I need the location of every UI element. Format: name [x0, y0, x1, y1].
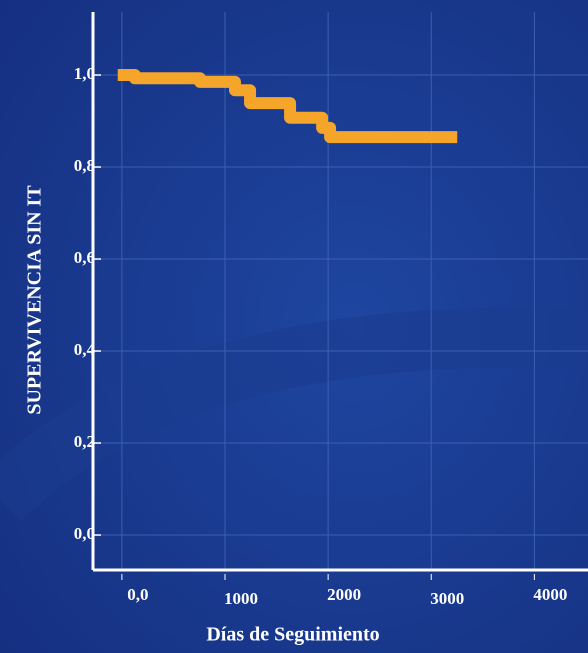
- y-tick-label: 0,2: [74, 432, 95, 451]
- x-tick-label: 4000: [533, 585, 567, 604]
- x-tick-label: 0,0: [127, 585, 148, 604]
- decoration: [0, 307, 588, 522]
- y-tick-label: 0,0: [74, 524, 95, 543]
- survival-line: [117, 69, 458, 144]
- x-tick-label: 2000: [327, 585, 361, 604]
- y-tick-label: 0,6: [74, 248, 95, 267]
- y-tick-label: 0,4: [74, 340, 96, 359]
- x-tick-label: 1000: [224, 589, 258, 608]
- y-axis-label: SUPERVIVENCIA SIN IT: [24, 185, 46, 415]
- y-tick-label: 1,0: [74, 64, 95, 83]
- x-axis-label: Días de Seguimiento: [206, 624, 379, 646]
- x-tick-label: 3000: [430, 589, 464, 608]
- y-tick-label: 0,8: [74, 156, 95, 175]
